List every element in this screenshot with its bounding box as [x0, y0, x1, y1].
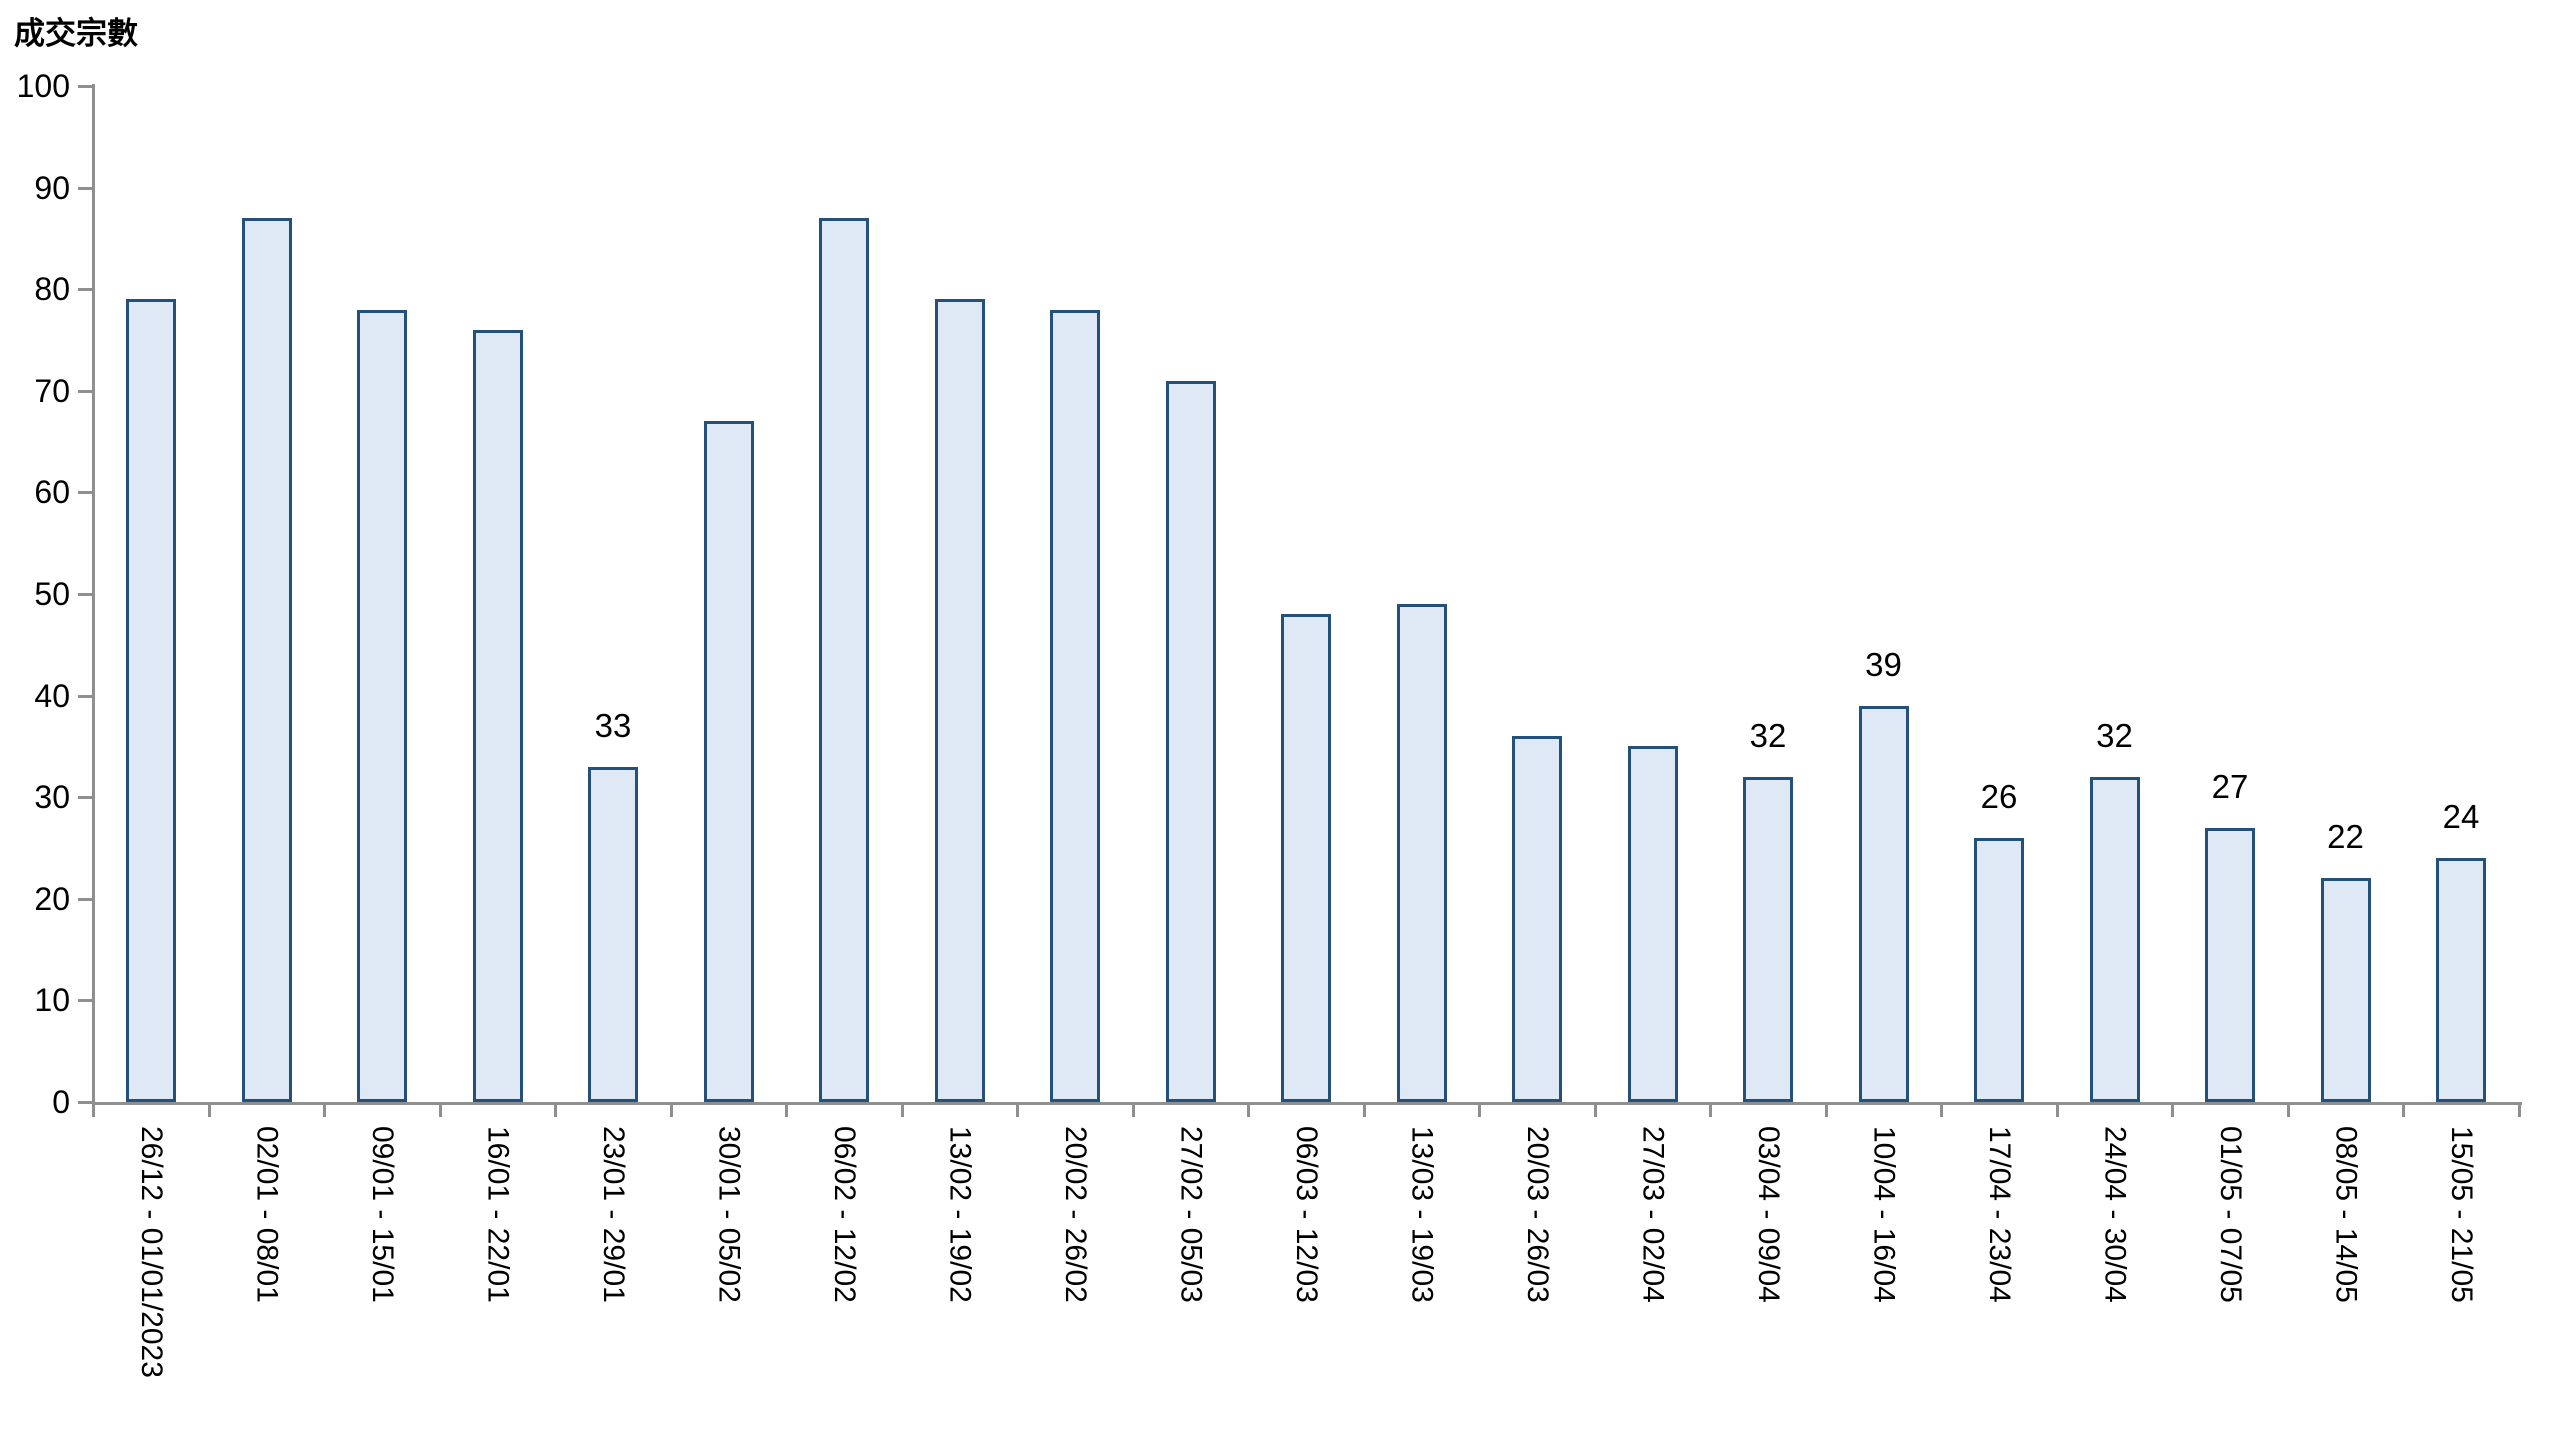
chart-title: 成交宗數 — [14, 16, 138, 51]
x-axis-line — [92, 1102, 2522, 1105]
y-tick — [78, 491, 92, 495]
bar — [2436, 858, 2486, 1102]
x-tick — [900, 1102, 904, 1117]
x-category-label: 02/01 - 08/01 — [250, 1126, 284, 1303]
bar — [1743, 776, 1793, 1102]
x-category-label: 20/02 - 26/02 — [1059, 1126, 1092, 1303]
x-category-label: 01/05 - 07/05 — [2214, 1126, 2247, 1303]
x-category-label: 13/02 - 19/02 — [943, 1126, 977, 1303]
x-tick — [1247, 1102, 1251, 1117]
y-tick-label: 70 — [34, 372, 70, 409]
x-tick — [1478, 1102, 1482, 1117]
x-category-label: 06/02 - 12/02 — [828, 1126, 861, 1303]
x-category-label: 23/01 - 29/01 — [597, 1126, 630, 1303]
y-tick-label: 90 — [34, 169, 70, 206]
bar — [588, 766, 638, 1102]
y-tick-label: 20 — [34, 880, 70, 917]
bar — [934, 299, 985, 1102]
bar — [241, 218, 292, 1102]
x-category-label: 08/05 - 14/05 — [2329, 1126, 2363, 1303]
y-tick — [78, 999, 92, 1003]
x-category-label: 24/04 - 30/04 — [2098, 1126, 2132, 1303]
bar — [1627, 746, 1678, 1102]
x-tick — [2517, 1102, 2521, 1117]
bar — [1512, 736, 1562, 1102]
bar-value-label: 33 — [594, 706, 632, 744]
bar-value-label: 24 — [2442, 798, 2480, 836]
x-category-label: 27/03 - 02/04 — [1636, 1126, 1670, 1303]
y-tick — [78, 186, 92, 190]
y-tick-label: 60 — [34, 474, 70, 511]
x-tick — [1593, 1102, 1597, 1117]
x-category-label: 03/04 - 09/04 — [1752, 1126, 1785, 1303]
x-category-label: 26/12 - 01/01/2023 — [135, 1126, 168, 1378]
x-tick — [1709, 1102, 1713, 1117]
y-tick-label: 10 — [34, 982, 70, 1019]
y-axis-line — [92, 84, 95, 1117]
bar — [1281, 614, 1331, 1102]
y-tick — [78, 694, 92, 698]
y-tick — [78, 796, 92, 800]
x-category-label: 06/03 - 12/03 — [1290, 1126, 1323, 1303]
x-category-label: 20/03 - 26/03 — [1521, 1126, 1554, 1303]
y-tick — [78, 897, 92, 901]
bar — [1396, 604, 1447, 1102]
x-tick — [1016, 1102, 1020, 1117]
x-category-label: 27/02 - 05/03 — [1174, 1126, 1208, 1303]
bar-value-label: 22 — [2327, 818, 2364, 856]
y-tick — [78, 1101, 92, 1104]
x-tick — [669, 1102, 673, 1117]
bar — [1050, 309, 1100, 1102]
bar — [357, 309, 407, 1102]
y-tick — [78, 389, 92, 393]
bar-value-label: 27 — [2211, 767, 2249, 805]
x-tick — [323, 1102, 327, 1117]
y-tick — [78, 593, 92, 596]
x-tick — [2171, 1102, 2175, 1117]
bar — [1974, 837, 2024, 1102]
y-tick-label: 100 — [16, 68, 70, 104]
y-tick — [78, 288, 92, 292]
x-tick — [1362, 1102, 1366, 1117]
y-tick-label: 50 — [34, 576, 70, 612]
x-category-label: 09/01 - 15/01 — [366, 1126, 399, 1303]
bar — [2089, 776, 2140, 1102]
x-tick — [438, 1102, 442, 1117]
bar — [2320, 878, 2371, 1102]
x-category-label: 30/01 - 05/02 — [712, 1126, 746, 1303]
x-tick — [2055, 1102, 2059, 1117]
y-tick-label: 0 — [52, 1084, 70, 1120]
x-category-label: 16/01 - 22/01 — [481, 1126, 515, 1303]
bar-value-label: 32 — [2096, 716, 2133, 754]
x-tick — [207, 1102, 211, 1117]
x-tick — [554, 1102, 558, 1117]
y-tick-label: 40 — [34, 677, 70, 714]
x-tick — [2402, 1102, 2406, 1117]
x-category-label: 15/05 - 21/05 — [2445, 1126, 2478, 1303]
x-tick — [785, 1102, 789, 1117]
x-tick — [2286, 1102, 2290, 1117]
bar — [819, 218, 869, 1102]
y-tick-label: 80 — [34, 271, 70, 308]
y-tick-label: 30 — [34, 779, 70, 816]
bar-value-label: 32 — [1749, 716, 1787, 754]
x-tick — [1131, 1102, 1135, 1117]
x-category-label: 10/04 - 16/04 — [1867, 1126, 1901, 1303]
bar — [703, 421, 754, 1102]
x-category-label: 17/04 - 23/04 — [1983, 1126, 2016, 1303]
x-tick — [1940, 1102, 1944, 1117]
y-tick — [78, 85, 92, 88]
bar — [1165, 380, 1216, 1102]
x-category-label: 13/03 - 19/03 — [1405, 1126, 1439, 1303]
bar — [2205, 827, 2255, 1102]
bar — [1858, 705, 1909, 1102]
x-tick — [1824, 1102, 1828, 1117]
bar-value-label: 39 — [1865, 645, 1902, 683]
bar-value-label: 26 — [1980, 777, 2018, 815]
bar — [126, 299, 176, 1102]
bar — [472, 329, 523, 1102]
